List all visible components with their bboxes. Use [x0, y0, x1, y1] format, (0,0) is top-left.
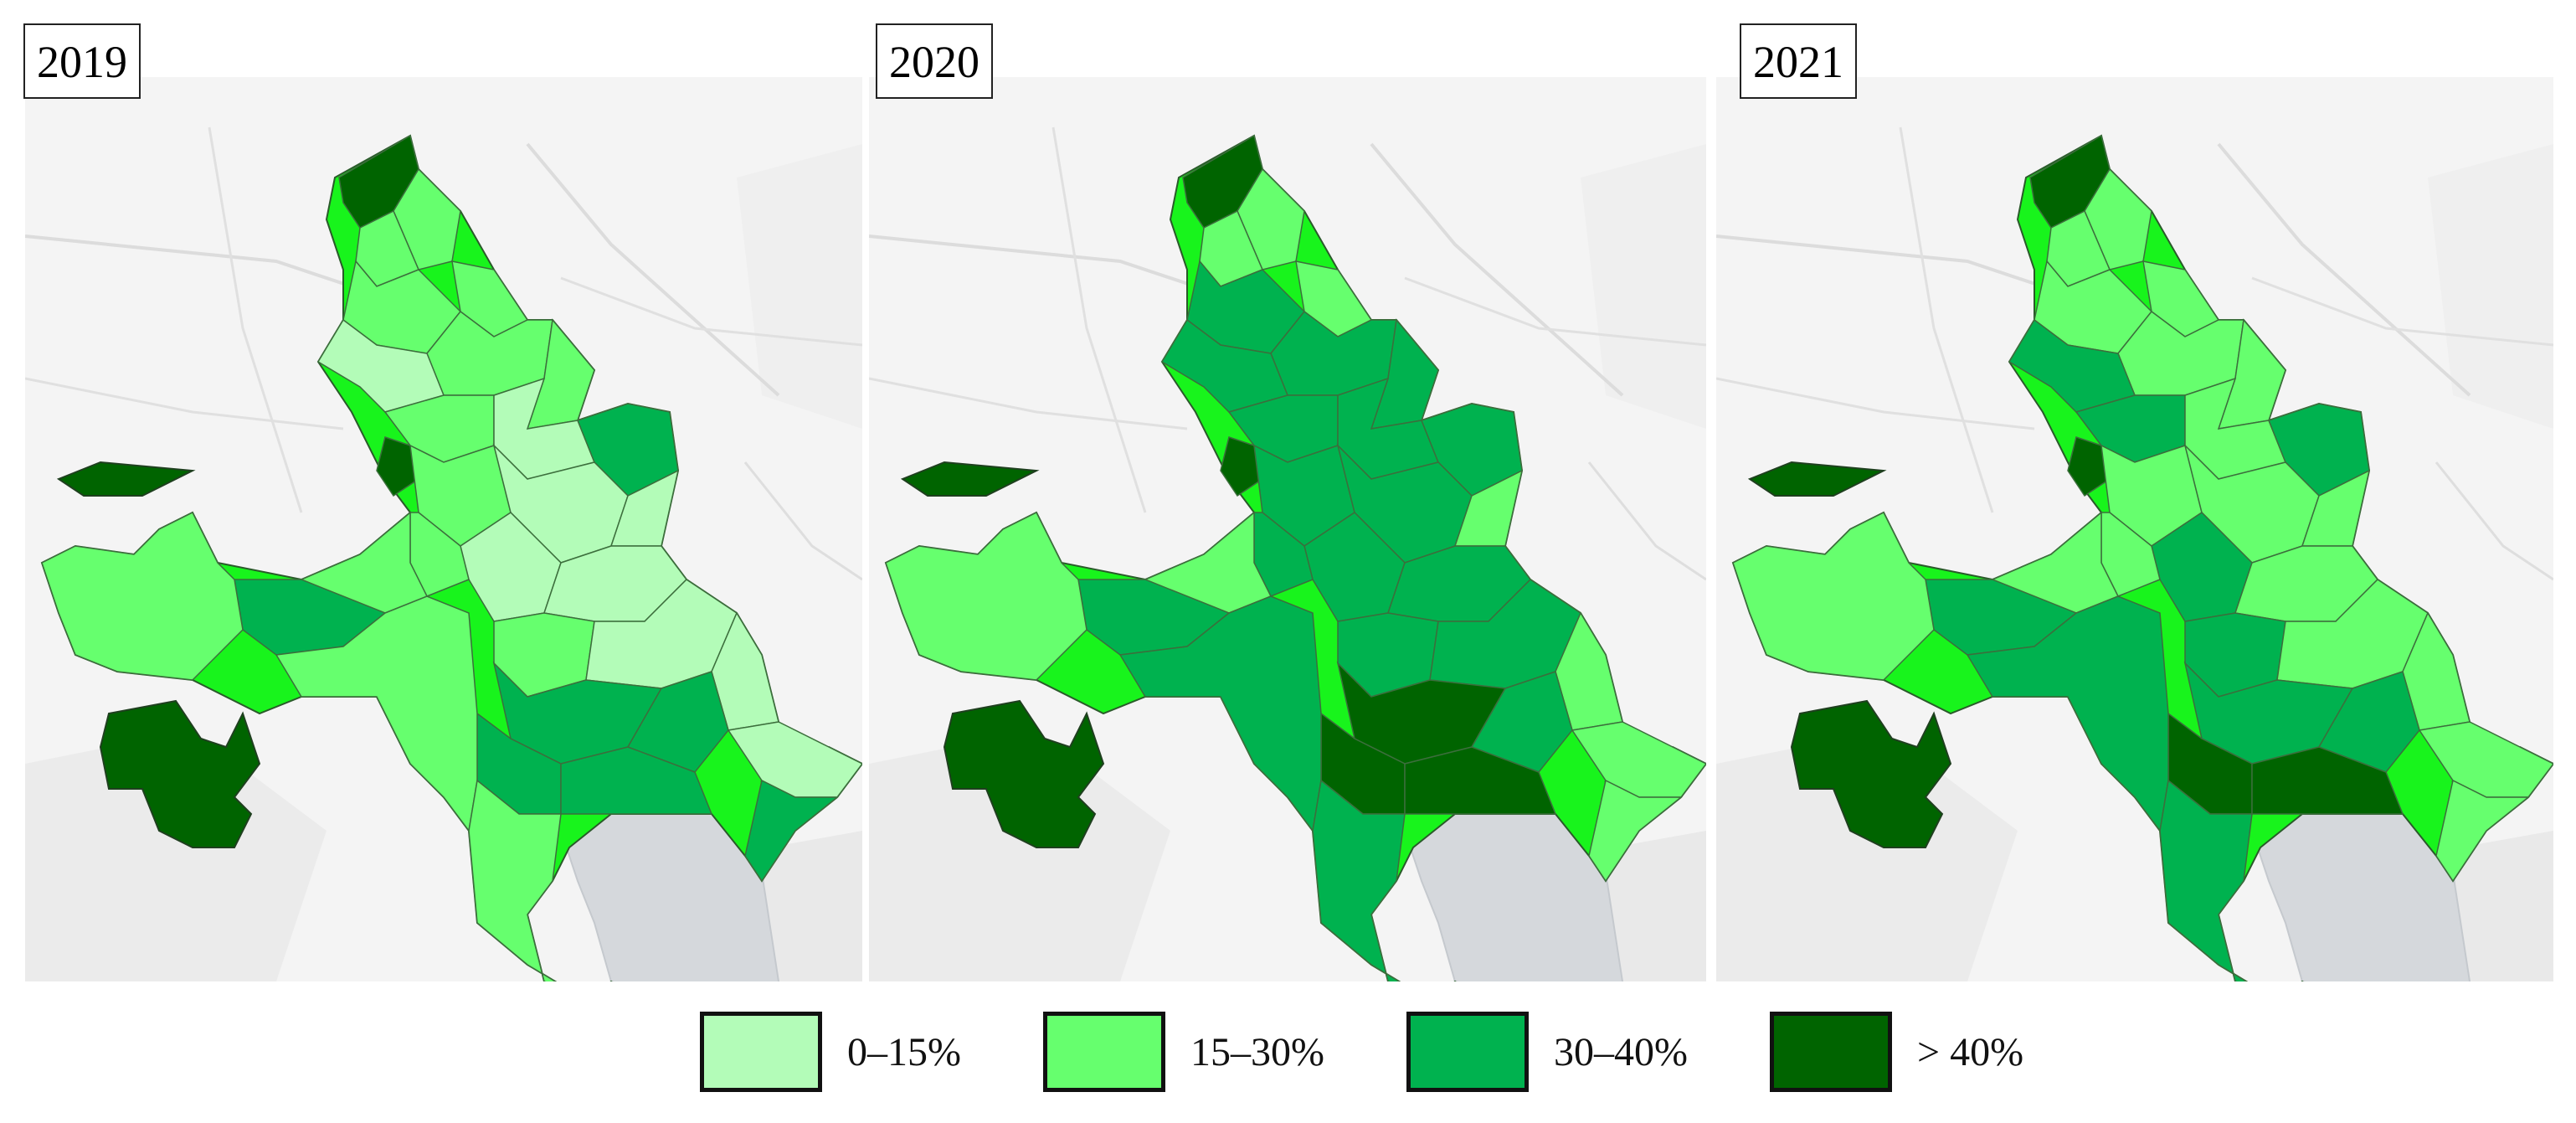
year-label-2021: 2021: [1740, 23, 1857, 99]
road-2021-2: [1716, 377, 2035, 430]
legend-label-0-15: 0–15%: [847, 1029, 961, 1074]
road-2021-3: [2251, 276, 2553, 347]
legend: 0–15% 15–30% 30–40% > 40%: [0, 1010, 2576, 1102]
choropleth-map-2021: [1716, 77, 2553, 981]
road-2019-4: [743, 461, 862, 581]
choropleth-map-2020: [869, 77, 1706, 981]
legend-item-15-30: 15–30%: [1043, 1010, 1324, 1094]
year-label-2020: 2020: [876, 23, 993, 99]
road-2020-3: [1404, 276, 1706, 347]
district-south-5-2020: [1470, 671, 1573, 773]
district-nw-dark-2019: [376, 436, 419, 497]
road-2019-3: [560, 276, 862, 347]
road-2020-4: [1587, 461, 1706, 581]
legend-swatch-30-40: [1406, 1012, 1529, 1092]
north-west-arm-2021: [1747, 461, 1887, 497]
district-south-long-2021: [2159, 779, 2304, 981]
terrain-2020-2: [1581, 144, 1706, 429]
road-2020-5: [1051, 126, 1147, 513]
legend-label-30-40: 30–40%: [1554, 1029, 1688, 1074]
district-se-2-2019: [744, 779, 840, 883]
terrain-2019-2: [737, 144, 862, 429]
map-panel-2019: [25, 77, 862, 981]
north-west-arm-2020: [900, 461, 1040, 497]
road-2020-1: [1370, 142, 1624, 397]
terrain-2019-0: [25, 730, 326, 981]
choropleth-map-2019: [25, 77, 862, 981]
map-panel-2021: [1716, 77, 2553, 981]
road-2021-4: [2435, 461, 2553, 581]
terrain-2021-0: [1716, 730, 2018, 981]
legend-label-gt-40: > 40%: [1917, 1029, 2024, 1074]
district-south-long-2019: [468, 779, 613, 981]
legend-item-gt-40: > 40%: [1770, 1010, 2023, 1094]
legend-swatch-15-30: [1043, 1012, 1165, 1092]
district-south-5-2021: [2317, 671, 2420, 773]
north-west-arm-2019: [56, 461, 196, 497]
district-south-5-2019: [626, 671, 729, 773]
road-2019-2: [25, 377, 344, 430]
road-2021-1: [2217, 142, 2471, 397]
district-far-west-2020: [885, 511, 1087, 681]
road-2019-5: [208, 126, 303, 513]
map-panel-2020: [869, 77, 1706, 981]
west-enclave-2020: [943, 699, 1105, 848]
district-se-2-2020: [1588, 779, 1684, 883]
west-enclave-2019: [99, 699, 261, 848]
district-nw-dark-2021: [2067, 436, 2111, 497]
road-2020-2: [869, 377, 1188, 430]
legend-item-0-15: 0–15%: [700, 1010, 961, 1094]
district-nw-dark-2020: [1220, 436, 1263, 497]
legend-label-15-30: 15–30%: [1190, 1029, 1324, 1074]
district-se-2-2021: [2435, 779, 2531, 883]
district-far-west-2021: [1732, 511, 1935, 681]
terrain-2021-2: [2428, 144, 2553, 429]
terrain-2020-0: [869, 730, 1170, 981]
west-enclave-2021: [1790, 699, 1952, 848]
legend-swatch-gt-40: [1770, 1012, 1892, 1092]
legend-swatch-0-15: [700, 1012, 822, 1092]
road-2019-1: [526, 142, 780, 397]
legend-item-30-40: 30–40%: [1406, 1010, 1688, 1094]
year-label-2019: 2019: [23, 23, 141, 99]
district-far-west-2019: [41, 511, 244, 681]
district-south-long-2020: [1312, 779, 1457, 981]
road-2021-5: [1899, 126, 1994, 513]
